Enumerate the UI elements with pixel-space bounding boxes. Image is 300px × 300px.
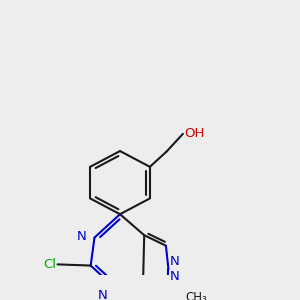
Text: CH₃: CH₃ xyxy=(185,291,207,300)
Text: N: N xyxy=(77,230,87,243)
Text: Cl: Cl xyxy=(43,258,56,271)
Text: N: N xyxy=(98,289,108,300)
Text: OH: OH xyxy=(184,127,205,140)
Text: N: N xyxy=(170,270,180,283)
Text: N: N xyxy=(170,255,180,268)
